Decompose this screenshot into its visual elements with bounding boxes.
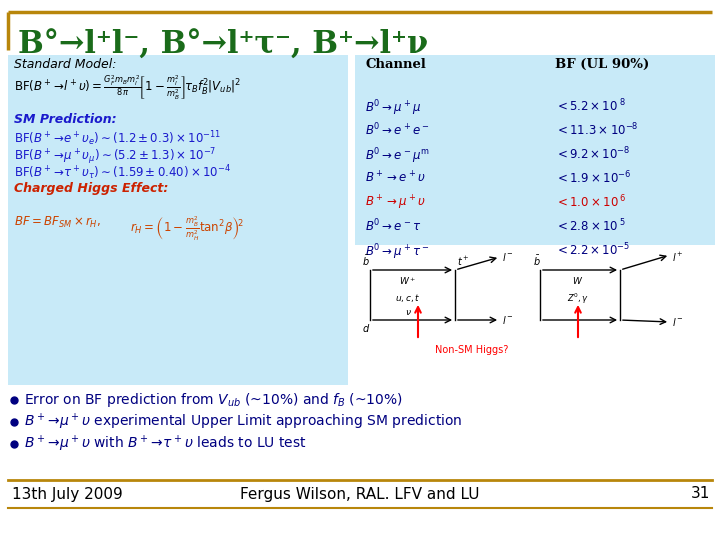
Text: Charged Higgs Effect:: Charged Higgs Effect: [14, 182, 168, 195]
Text: $W$: $W$ [572, 275, 584, 286]
Text: $r_H=\left(1-\frac{m_B^2}{m_H^2}\tan^2\!\beta\right)^{\!2}$: $r_H=\left(1-\frac{m_B^2}{m_H^2}\tan^2\!… [130, 215, 244, 243]
Text: 13th July 2009: 13th July 2009 [12, 487, 122, 502]
Text: $B^0 \to \mu^+\mu$: $B^0 \to \mu^+\mu$ [365, 98, 421, 118]
Text: $\mathrm{BF}(B^+\!\to\!\mu^+\upsilon_\mu)\sim(5.2\pm1.3)\times10^{-7}$: $\mathrm{BF}(B^+\!\to\!\mu^+\upsilon_\mu… [14, 146, 217, 167]
Text: $< 5.2\times10^{\;8}$: $< 5.2\times10^{\;8}$ [555, 98, 626, 114]
Text: $B^+\!\to\!\mu^+\upsilon$ experimental Upper Limit approaching SM prediction: $B^+\!\to\!\mu^+\upsilon$ experimental U… [24, 412, 462, 432]
Text: $B^+ \to \mu^+\upsilon$: $B^+ \to \mu^+\upsilon$ [365, 194, 426, 212]
Text: $\nu$: $\nu$ [405, 308, 411, 317]
Text: $\mathrm{BF}(B^+\!\to\!l^+\upsilon)=\frac{G_F^2 m_B m_l^2}{8\pi}\!\left[1-\frac{: $\mathrm{BF}(B^+\!\to\!l^+\upsilon)=\fra… [14, 74, 241, 102]
Text: $\bar{b}$: $\bar{b}$ [533, 254, 541, 268]
Text: $< 2.8\times10^{\;5}$: $< 2.8\times10^{\;5}$ [555, 218, 626, 234]
Text: $B^0 \to e^-\mu^{\rm m}$: $B^0 \to e^-\mu^{\rm m}$ [365, 146, 430, 166]
Text: Channel: Channel [365, 58, 426, 71]
Bar [8, 55, 348, 385]
Text: $B^0 \to e^-\tau$: $B^0 \to e^-\tau$ [365, 218, 421, 234]
Text: $l^+$: $l^+$ [672, 251, 684, 264]
Text: $d$: $d$ [362, 322, 370, 334]
Bar [355, 55, 715, 245]
Text: $< 2.2\times10^{-5}$: $< 2.2\times10^{-5}$ [555, 242, 631, 259]
Text: 31: 31 [690, 487, 710, 502]
Text: $u,c,t$: $u,c,t$ [395, 292, 421, 304]
Text: $\mathrm{BF}(B^+\!\to\!\tau^+\upsilon_\tau)\sim(1.59\pm0.40)\times10^{-4}$: $\mathrm{BF}(B^+\!\to\!\tau^+\upsilon_\t… [14, 163, 231, 181]
Text: Error on BF prediction from $V_{ub}$ (~10%) and $f_B$ (~10%): Error on BF prediction from $V_{ub}$ (~1… [24, 391, 403, 409]
Text: $< 11.3\times10^{-8}$: $< 11.3\times10^{-8}$ [555, 122, 639, 139]
Text: $< 1.9\times10^{-6}$: $< 1.9\times10^{-6}$ [555, 170, 631, 187]
Text: $l^-$: $l^-$ [672, 316, 684, 328]
Text: Fergus Wilson, RAL. LFV and LU: Fergus Wilson, RAL. LFV and LU [240, 487, 480, 502]
Text: $Z^0,\gamma$: $Z^0,\gamma$ [567, 292, 589, 306]
Text: $B^+ \to e^+\upsilon$: $B^+ \to e^+\upsilon$ [365, 170, 426, 185]
Text: $< 9.2\times10^{-8}$: $< 9.2\times10^{-8}$ [555, 146, 631, 163]
Text: $l^-$: $l^-$ [502, 314, 514, 326]
Text: $\mathrm{BF}(B^+\!\to\!e^+\upsilon_e)\sim(1.2\pm0.3)\times10^{-11}$: $\mathrm{BF}(B^+\!\to\!e^+\upsilon_e)\si… [14, 129, 221, 148]
Text: $< 1.0\times10^{\;6}$: $< 1.0\times10^{\;6}$ [555, 194, 626, 211]
Text: Non-SM Higgs?: Non-SM Higgs? [435, 345, 508, 355]
Text: $l^-$: $l^-$ [502, 251, 514, 263]
Text: Standard Model:: Standard Model: [14, 58, 117, 71]
Text: $BF = BF_{SM}\times r_H,$: $BF = BF_{SM}\times r_H,$ [14, 215, 101, 230]
Text: $B^0 \to e^+e^-$: $B^0 \to e^+e^-$ [365, 122, 430, 139]
Text: $B^0 \to \mu^+\tau^-$: $B^0 \to \mu^+\tau^-$ [365, 242, 430, 261]
Text: SM Prediction:: SM Prediction: [14, 113, 117, 126]
Text: $\bar{b}$: $\bar{b}$ [362, 254, 369, 268]
Text: B°→l⁺l⁻, B°→l⁺τ⁻, B⁺→l⁺ν: B°→l⁺l⁻, B°→l⁺τ⁻, B⁺→l⁺ν [18, 30, 428, 61]
Text: $W^+$: $W^+$ [400, 275, 417, 287]
Text: $t^+$: $t^+$ [457, 255, 469, 268]
Text: $B^+\!\to\!\mu^+\upsilon$ with $B^+\!\to\!\tau^+\upsilon$ leads to LU test: $B^+\!\to\!\mu^+\upsilon$ with $B^+\!\to… [24, 434, 307, 454]
Text: BF (UL 90%): BF (UL 90%) [555, 58, 649, 71]
